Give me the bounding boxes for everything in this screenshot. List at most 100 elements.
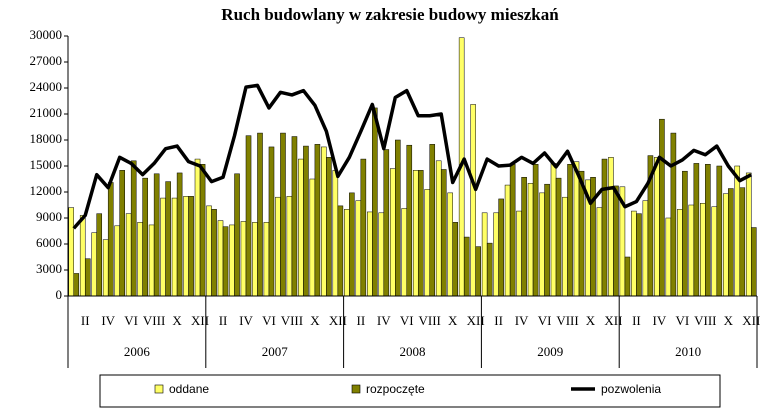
legend-swatch — [351, 384, 361, 394]
chart-title: Ruch budowlany w zakresie budowy mieszka… — [221, 5, 559, 24]
bar — [573, 161, 580, 297]
x-tick-label: VIII — [419, 313, 441, 328]
bar — [171, 197, 178, 297]
x-tick-label: VIII — [556, 313, 578, 328]
bar — [452, 222, 458, 297]
bar — [435, 160, 442, 297]
bar — [142, 177, 148, 297]
bar — [222, 226, 229, 297]
bar — [73, 273, 80, 297]
bar — [590, 177, 596, 297]
bar — [601, 158, 608, 297]
y-tick-label: 24000 — [30, 79, 63, 94]
bar — [344, 209, 350, 297]
bar — [148, 224, 155, 297]
bar — [263, 222, 270, 297]
y-tick-label: 3000 — [36, 261, 62, 276]
bar — [91, 232, 97, 297]
bar — [102, 239, 109, 297]
bar — [217, 220, 224, 297]
bar — [745, 172, 752, 297]
bar — [303, 145, 309, 297]
line — [72, 83, 753, 230]
x-tick-label: IV — [653, 313, 667, 328]
bar — [326, 157, 332, 297]
bar — [486, 242, 493, 297]
x-tick-label: VI — [538, 313, 552, 328]
bar — [183, 196, 189, 297]
x-tick-label: II — [632, 313, 641, 328]
x-tick-label: IV — [377, 313, 391, 328]
bar — [406, 144, 413, 297]
bar — [349, 192, 355, 297]
x-tick-label: XII — [467, 313, 485, 328]
bar — [665, 217, 672, 297]
legend-label: pozwolenia — [601, 382, 661, 396]
bar — [417, 170, 424, 297]
bar — [229, 224, 235, 297]
x-tick-label: II — [356, 313, 365, 328]
bar — [711, 206, 718, 297]
x-tick-label: II — [494, 313, 503, 328]
bar — [119, 170, 125, 297]
y-tick-label: 21000 — [30, 105, 63, 120]
bar — [240, 221, 247, 297]
bar — [137, 222, 143, 297]
bar — [332, 170, 339, 297]
bar — [130, 160, 137, 297]
bar — [160, 197, 166, 297]
bar — [544, 183, 550, 297]
x-tick-label: IV — [239, 313, 253, 328]
bar — [424, 189, 430, 297]
bar — [636, 213, 642, 297]
bar — [280, 132, 286, 297]
bar — [734, 165, 741, 297]
bar — [429, 144, 436, 297]
bar — [321, 146, 327, 297]
bar — [475, 246, 481, 297]
bar — [176, 172, 183, 297]
bar — [567, 164, 573, 297]
year-label: 2010 — [675, 344, 701, 359]
bar — [608, 157, 614, 297]
bar — [509, 164, 516, 297]
bar — [527, 183, 534, 297]
year-label: 2006 — [124, 344, 151, 359]
x-tick-label: XII — [191, 313, 209, 328]
bar — [383, 149, 390, 297]
bar — [751, 227, 757, 297]
bar — [188, 196, 194, 297]
x-tick-label: IV — [515, 313, 529, 328]
bar — [470, 104, 476, 297]
bar — [555, 177, 562, 297]
bar — [153, 173, 160, 297]
x-tick-label: X — [310, 313, 320, 328]
bar — [539, 192, 545, 297]
bar — [401, 208, 408, 297]
bar — [68, 207, 74, 297]
x-tick-label: II — [219, 313, 228, 328]
bar — [613, 185, 619, 297]
x-tick-label: VI — [675, 313, 689, 328]
bar — [309, 178, 316, 297]
bar — [412, 170, 419, 297]
bar — [447, 192, 453, 297]
x-tick-label: XII — [329, 313, 347, 328]
bar — [722, 193, 729, 297]
bar — [677, 209, 683, 297]
x-tick-label: IV — [101, 313, 115, 328]
bar — [498, 198, 504, 297]
bar — [194, 158, 201, 297]
bar — [504, 184, 511, 297]
bar — [705, 164, 711, 297]
bar — [211, 209, 217, 297]
bar — [199, 164, 206, 297]
bar — [257, 132, 263, 297]
y-tick-label: 12000 — [30, 183, 63, 198]
legend-swatch — [154, 384, 164, 394]
bar — [700, 203, 706, 297]
bar — [739, 187, 746, 297]
year-label: 2009 — [537, 344, 563, 359]
bar — [688, 204, 695, 297]
